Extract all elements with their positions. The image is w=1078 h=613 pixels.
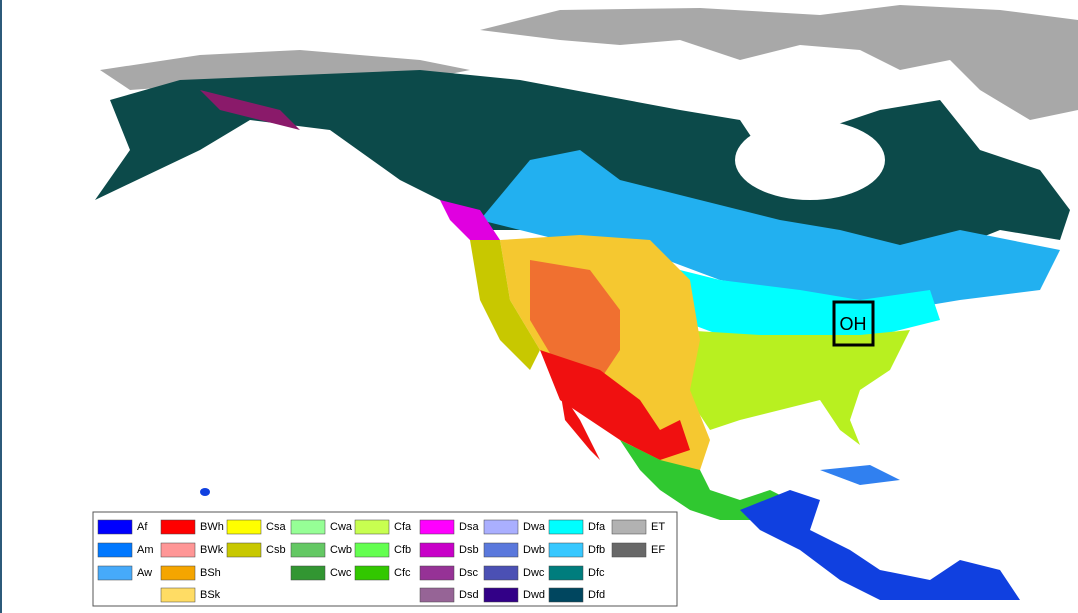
legend-swatch (160, 542, 196, 558)
legend-swatch (548, 587, 584, 603)
legend-swatch (419, 542, 455, 558)
legend-label: ET (651, 521, 665, 533)
legend-swatch (354, 565, 390, 581)
legend-swatch (419, 519, 455, 535)
baja (560, 390, 600, 460)
legend-label: Dsc (459, 567, 478, 579)
legend-label: Cwb (330, 544, 352, 556)
legend-swatch (548, 519, 584, 535)
dfb-zone (480, 150, 1060, 310)
oh-marker-box (832, 300, 875, 347)
hudson-bay (735, 120, 885, 200)
legend-swatch (548, 565, 584, 581)
legend-label: Csb (266, 544, 286, 556)
legend-swatch (97, 542, 133, 558)
legend-label: BSk (200, 589, 221, 601)
legend-swatch (160, 519, 196, 535)
cuba (820, 465, 900, 485)
legend-swatch (611, 542, 647, 558)
legend: Af Am Aw BWh BWk BSh BSk Csa Csb Cwa Cwb Cwc Cfa Cfb C… (97, 519, 665, 603)
arctic-islands (480, 5, 1078, 120)
desert-zone (540, 350, 690, 460)
ds-zone (440, 200, 500, 240)
mexico-south (620, 440, 790, 520)
hawaii (200, 488, 210, 496)
oh-marker-label: OH (840, 314, 867, 334)
left-border (0, 0, 2, 613)
legend-swatch (290, 519, 326, 535)
legend-label: Dwa (523, 521, 546, 533)
legend-label: Aw (137, 567, 152, 579)
legend-swatch (483, 587, 519, 603)
legend-label: Dfd (588, 589, 605, 601)
legend-label: Cfb (394, 544, 411, 556)
legend-label: Cfc (394, 567, 411, 579)
legend-label: Dsb (459, 544, 479, 556)
legend-swatch (160, 565, 196, 581)
legend-label: Cwc (330, 567, 352, 579)
bwk-zone (530, 260, 620, 380)
legend-swatch (290, 565, 326, 581)
legend-swatch (160, 587, 196, 603)
legend-swatch (226, 542, 262, 558)
legend-swatch (226, 519, 262, 535)
legend-label: Af (137, 521, 148, 533)
legend-label: Cfa (394, 521, 412, 533)
legend-label: Dfc (588, 567, 605, 579)
legend-label: Cwa (330, 521, 353, 533)
legend-swatch (483, 542, 519, 558)
cfa-zone (670, 330, 910, 445)
legend-swatch (548, 542, 584, 558)
dfa-zone (640, 260, 940, 335)
legend-swatch (419, 587, 455, 603)
csb-zone (470, 240, 540, 370)
legend-swatch (483, 519, 519, 535)
legend-swatch (354, 519, 390, 535)
legend-label: Dwc (523, 567, 545, 579)
legend-label: EF (651, 544, 665, 556)
legend-label: Dfa (588, 521, 606, 533)
legend-label: BWk (200, 544, 224, 556)
legend-swatch (483, 565, 519, 581)
legend-label: Am (137, 544, 154, 556)
legend-swatch (97, 565, 133, 581)
legend-swatch (290, 542, 326, 558)
central-america (740, 490, 1020, 600)
legend-swatch (611, 519, 647, 535)
alaska-dsc (200, 90, 300, 130)
legend-label: Dfb (588, 544, 605, 556)
legend-label: BWh (200, 521, 224, 533)
legend-label: Csa (266, 521, 286, 533)
legend-label: Dwd (523, 589, 545, 601)
legend-swatch (354, 542, 390, 558)
legend-label: BSh (200, 567, 221, 579)
legend-label: Dsd (459, 589, 479, 601)
legend-swatch (419, 565, 455, 581)
legend-label: Dsa (459, 521, 479, 533)
legend-swatch (97, 519, 133, 535)
legend-label: Dwb (523, 544, 545, 556)
